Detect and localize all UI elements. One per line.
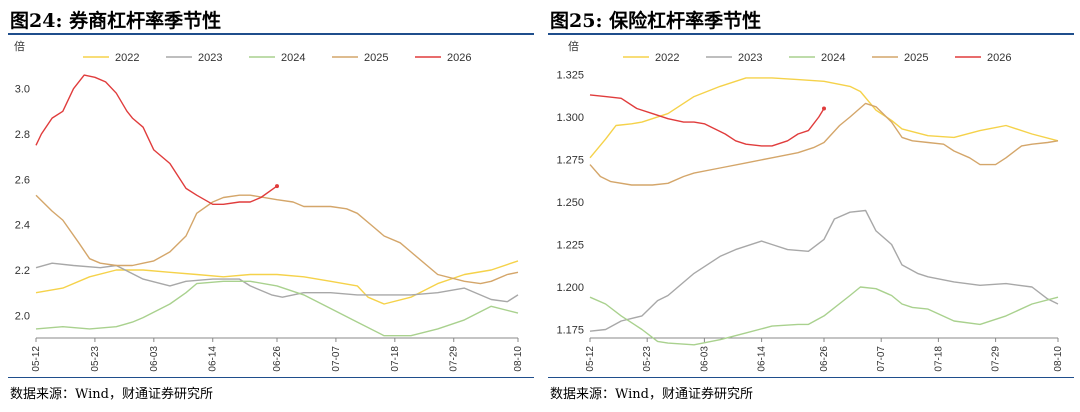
series-line-2024	[35, 280, 519, 337]
x-tick-label: 06-03	[149, 346, 160, 372]
series-line-2022	[589, 77, 1059, 159]
left-panel: 图24: 券商杠杆率季节性 倍 2022 2023 2024 2025 2026 2.0 2.…	[8, 0, 538, 412]
legend-label: 2023	[198, 52, 222, 64]
y-tick-label: 1.300	[556, 112, 584, 124]
y-tick-label: 2.2	[15, 265, 30, 277]
y-tick-label: 1.325	[556, 70, 584, 82]
x-tick-label: 07-18	[390, 346, 401, 372]
securities-leverage-chart: 倍 2022 2023 2024 2025 2026 2.0 2.2 2.4 2.6 2.8 3.0 0…	[14, 39, 524, 372]
x-tick-label: 08-10	[1053, 346, 1064, 372]
legend-label: 2022	[115, 52, 139, 64]
source-divider	[8, 377, 534, 378]
legend-label: 2026	[987, 52, 1011, 64]
chart-title: 图25: 保险杠杆率季节性	[550, 10, 762, 32]
series-end-point	[822, 106, 826, 111]
x-tick-label: 05-12	[585, 346, 596, 372]
legend-label: 2022	[655, 52, 679, 64]
y-tick-label: 1.250	[556, 197, 584, 209]
x-tick-label: 08-10	[513, 346, 524, 372]
legend-label: 2024	[281, 52, 305, 64]
x-tick-label: 05-23	[90, 346, 101, 372]
y-tick-label: 1.275	[556, 155, 584, 167]
source-note: 数据来源：Wind，财通证券研究所	[10, 387, 213, 402]
x-tick-label: 06-14	[208, 346, 219, 372]
series-end-point	[275, 184, 279, 189]
legend-label: 2025	[904, 52, 928, 64]
legend-label: 2026	[447, 52, 471, 64]
x-tick-label: 05-12	[31, 346, 42, 372]
y-unit-label: 倍	[568, 39, 579, 53]
y-tick-label: 1.225	[556, 240, 584, 252]
series-line-2025	[35, 194, 519, 285]
x-tick-label: 06-26	[819, 346, 830, 372]
right-panel: 图25: 保险杠杆率季节性 倍 2022 2023 2024 2025 2026 1.175…	[548, 0, 1078, 412]
title-divider	[548, 33, 1074, 35]
legend-label: 2025	[364, 52, 388, 64]
series-line-2025	[589, 102, 1059, 186]
title-divider	[8, 33, 534, 35]
series-line-2026	[35, 74, 278, 206]
source-divider	[548, 377, 1074, 378]
legend-label: 2023	[738, 52, 762, 64]
y-tick-label: 3.0	[15, 84, 30, 96]
y-tick-label: 2.0	[15, 310, 30, 322]
legend-label: 2024	[821, 52, 845, 64]
chart-title: 图24: 券商杠杆率季节性	[10, 10, 222, 32]
insurance-leverage-chart: 倍 2022 2023 2024 2025 2026 1.175 1.200 1.225 1.25…	[556, 39, 1064, 372]
x-tick-label: 07-07	[331, 346, 342, 372]
x-tick-label: 07-29	[991, 346, 1002, 372]
x-tick-label: 05-23	[642, 346, 653, 372]
series-line-2023	[589, 209, 1059, 332]
y-tick-label: 1.200	[556, 282, 584, 294]
series-line-2023	[35, 262, 519, 303]
series-line-2024	[589, 286, 1059, 346]
x-tick-label: 06-03	[699, 346, 710, 372]
y-tick-label: 2.4	[15, 220, 30, 232]
x-tick-label: 07-18	[933, 346, 944, 372]
series-line-2026	[589, 94, 825, 147]
x-tick-label: 06-14	[757, 346, 768, 372]
y-tick-label: 1.175	[556, 325, 584, 337]
x-tick-label: 07-29	[449, 346, 460, 372]
x-tick-label: 07-07	[876, 346, 887, 372]
y-tick-label: 2.6	[15, 174, 30, 186]
source-note: 数据来源：Wind，财通证券研究所	[550, 387, 753, 402]
y-unit-label: 倍	[14, 39, 25, 53]
series-line-2022	[35, 260, 519, 305]
y-tick-label: 2.8	[15, 129, 30, 141]
x-tick-label: 06-26	[272, 346, 283, 372]
